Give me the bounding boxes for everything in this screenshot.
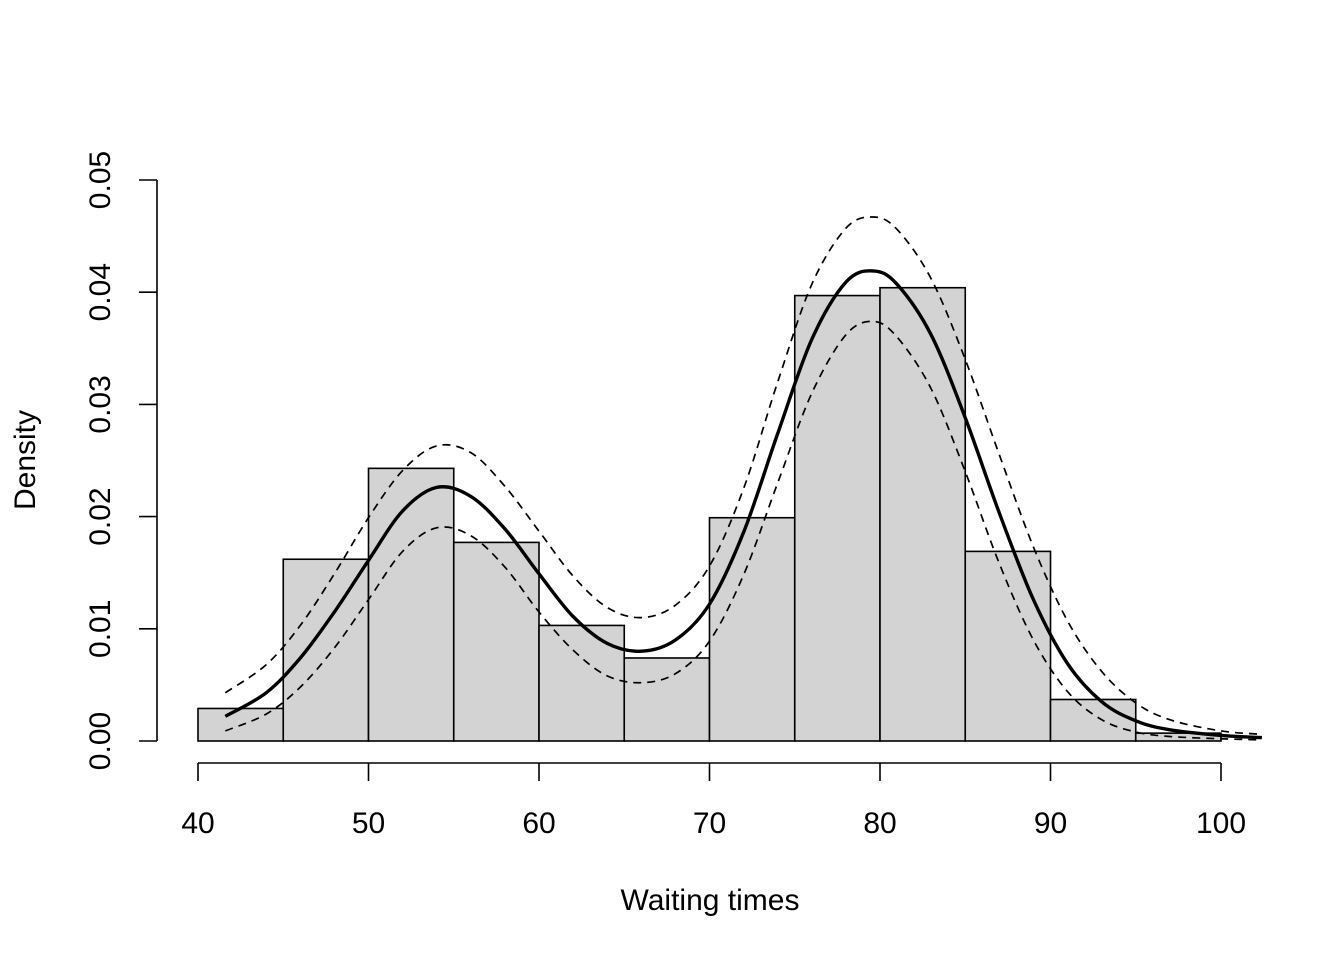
x-tick-label: 40 — [181, 807, 214, 840]
histogram-bar — [708, 516, 796, 742]
y-axis: 0.00 0.01 0.02 0.03 0.04 0.05 — [84, 151, 158, 770]
density-curves — [224, 216, 1262, 741]
histogram-bar — [282, 558, 370, 742]
x-axis-label: Waiting times — [621, 884, 800, 917]
x-tick-label: 100 — [1196, 807, 1246, 840]
x-tick-label: 90 — [1034, 807, 1067, 840]
histogram-bar — [793, 294, 881, 742]
histogram-bar — [1049, 698, 1137, 742]
y-tick-label: 0.05 — [84, 151, 117, 209]
x-tick-label: 80 — [863, 807, 896, 840]
histogram-bar — [879, 286, 967, 742]
x-axis: 40 50 60 70 80 90 100 — [181, 762, 1246, 840]
density-curve-line — [224, 269, 1262, 740]
histogram-bar — [367, 467, 455, 742]
histogram-bars — [197, 286, 1222, 742]
y-tick-label: 0.03 — [84, 375, 117, 433]
y-tick-label: 0.04 — [84, 263, 117, 321]
y-tick-label: 0.02 — [84, 487, 117, 545]
histogram-bar — [623, 657, 711, 742]
histogram-bar — [452, 541, 540, 742]
x-tick-label: 60 — [522, 807, 555, 840]
x-tick-label: 50 — [352, 807, 385, 840]
x-tick-label: 70 — [693, 807, 726, 840]
confidence-band-line — [224, 216, 1262, 736]
y-tick-label: 0.00 — [84, 712, 117, 770]
y-tick-label: 0.01 — [84, 600, 117, 658]
y-axis-label: Density — [9, 410, 42, 510]
histogram-bar — [538, 624, 626, 742]
confidence-band-line — [224, 320, 1262, 741]
